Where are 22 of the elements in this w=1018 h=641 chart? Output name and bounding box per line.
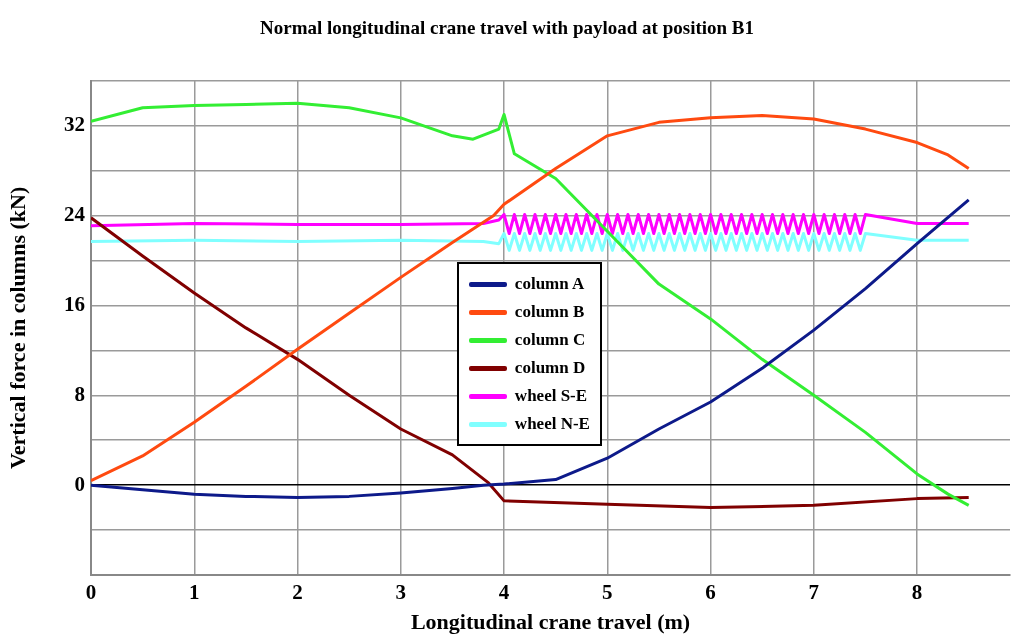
y-axis-title: Vertical force in columns (kN) [4, 186, 30, 470]
legend-label: column D [514, 358, 586, 379]
legend-label: wheel N-E [514, 414, 590, 435]
x-tick-label: 5 [602, 580, 613, 605]
chart-title: Normal longitudinal crane travel with payload at position B1 [259, 17, 755, 39]
x-tick-label: 8 [911, 580, 923, 605]
y-tick-label: 0 [74, 471, 85, 496]
x-axis-title: Longitudinal crane travel (m) [410, 609, 691, 635]
legend-label: column C [514, 330, 586, 351]
x-tick-label: 6 [705, 580, 716, 605]
x-tick-label: 2 [292, 580, 303, 605]
legend-label: column A [514, 274, 585, 295]
y-tick-label: 8 [74, 381, 85, 406]
x-tick-label: 7 [808, 580, 820, 605]
y-tick-label: 32 [64, 112, 85, 137]
x-tick-label: 3 [395, 580, 407, 605]
x-tick-label: 1 [189, 580, 200, 605]
y-tick-label: 16 [64, 291, 85, 316]
x-tick-label: 4 [498, 580, 510, 605]
legend-label: wheel S-E [514, 386, 588, 407]
legend-label: column B [514, 302, 585, 323]
y-tick-label: 24 [64, 202, 86, 226]
